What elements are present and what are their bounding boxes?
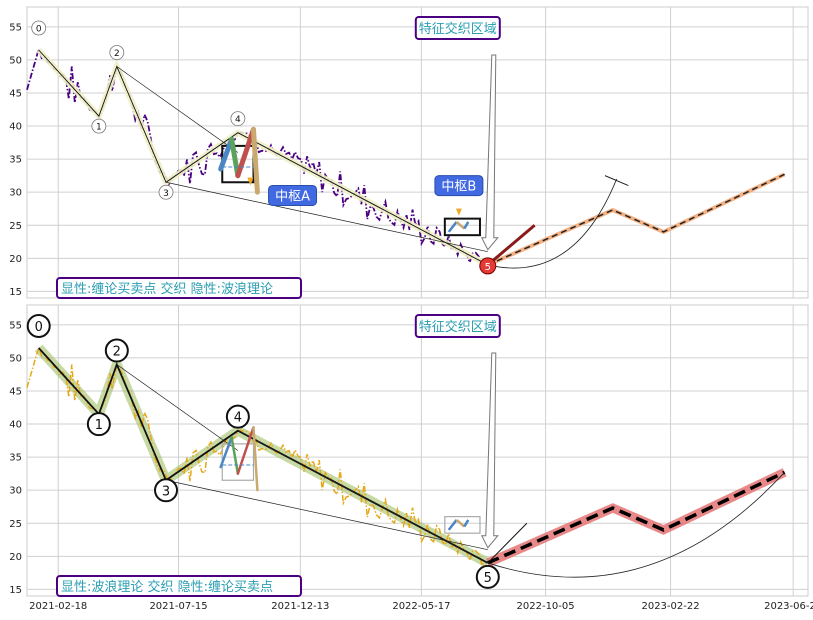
pivot-segment — [447, 221, 458, 233]
y-tick-label: 40 — [9, 420, 22, 431]
wave-point-marker — [475, 564, 500, 589]
y-tick-label: 50 — [9, 353, 22, 364]
y-tick-label: 20 — [9, 552, 22, 563]
pivot-segment — [219, 436, 233, 469]
wave-point-label: 2 — [113, 345, 121, 360]
pivot-arrow — [247, 177, 254, 186]
bounce-stroke — [486, 224, 536, 267]
price-series — [26, 344, 488, 566]
wave-point-label: 5 — [485, 262, 491, 273]
wave-point-marker — [31, 20, 47, 36]
wave-point-marker — [479, 257, 497, 275]
wave-point-label: 5 — [484, 571, 492, 586]
channel-line — [165, 479, 488, 551]
plot-area — [26, 6, 809, 299]
wave-point-label: 3 — [163, 189, 169, 199]
x-tick-label: 2022-05-17 — [392, 601, 450, 612]
y-tick-label: 30 — [9, 486, 22, 497]
pivot-segment — [455, 518, 466, 528]
pivot-label-box — [268, 184, 318, 206]
projection-line — [487, 470, 786, 565]
wave-point-marker — [104, 338, 129, 363]
y-tick-label: 35 — [9, 453, 22, 464]
projection-arc — [487, 178, 618, 269]
pivot-label-box — [434, 175, 484, 197]
pivot-segment — [463, 519, 470, 528]
legend-box — [56, 575, 302, 597]
y-tick-label: 50 — [9, 55, 22, 66]
y-tick-label: 20 — [9, 254, 22, 265]
y-tick-label: 55 — [9, 320, 22, 331]
wave-point-marker — [91, 118, 107, 134]
wave-point-marker — [109, 45, 125, 60]
legend-text: 显性:缠论买卖点 交织 隐性:波浪理论 — [61, 281, 273, 297]
pivot-segment — [236, 426, 255, 475]
wave-point-label: 3 — [162, 484, 170, 499]
annotation-box — [414, 16, 501, 40]
pivot-segment — [447, 519, 458, 531]
wave-point-label: 0 — [35, 320, 43, 335]
x-axis: 2021-02-18 2021-07-15 2021-12-13 2022-05-17… — [29, 601, 813, 612]
channel-line — [165, 181, 488, 253]
pivot-arrow — [455, 208, 462, 216]
annotation-arrow — [480, 54, 499, 251]
annotation-text: 特征交织区域 — [419, 319, 497, 335]
pivot-segment — [455, 220, 466, 230]
x-tick-label: 2022-10-05 — [517, 601, 575, 612]
projection-arc — [487, 472, 785, 578]
y-tick-label: 45 — [9, 386, 22, 397]
wave-point-marker — [86, 412, 111, 437]
projection-line — [487, 173, 785, 266]
wave-point-marker — [230, 111, 246, 127]
wave-point-label: 0 — [36, 24, 42, 34]
wave-point-label: 4 — [235, 115, 241, 125]
y-tick-label: 35 — [9, 155, 22, 166]
x-tick-label: 2023-02-22 — [641, 601, 699, 612]
y-tick-label: 40 — [9, 122, 22, 133]
wave-point-marker — [225, 404, 250, 429]
pivot-segment — [252, 426, 259, 492]
wave-point-marker — [154, 478, 179, 503]
x-tick-label: 2023-06-22 — [764, 601, 813, 612]
annotation-text: 特征交织区域 — [419, 21, 497, 37]
y-tick-label: 55 — [9, 22, 22, 33]
pivot-segment — [463, 221, 470, 230]
arc-tick — [604, 175, 629, 187]
channel-line — [116, 66, 239, 153]
channel-line — [116, 364, 239, 451]
x-tick-label: 2021-07-15 — [149, 601, 207, 612]
pivot-box-b — [444, 516, 481, 534]
y-tick-label: 25 — [9, 221, 22, 232]
pivot-box-b — [443, 217, 481, 237]
pivot-label: 中枢B — [441, 180, 476, 195]
pivot-segment — [218, 136, 235, 172]
x-tick-label: 2021-02-18 — [29, 601, 87, 612]
plot-area — [26, 304, 809, 597]
wave-point-label: 4 — [234, 411, 242, 426]
wave-point-marker — [158, 184, 174, 200]
y-tick-label: 15 — [9, 287, 22, 298]
bounce-stroke — [487, 522, 528, 564]
wave-point-label: 2 — [114, 49, 120, 59]
y-tick-label: 45 — [9, 88, 22, 99]
pivot-segment — [235, 126, 256, 179]
annotation-box — [414, 314, 501, 338]
wave-point-marker — [26, 313, 51, 338]
annotation-arrow — [480, 352, 499, 549]
pivot-segment — [230, 436, 240, 475]
x-tick-label: 2021-12-13 — [271, 601, 329, 612]
y-tick-label: 15 — [9, 585, 22, 596]
legend-box — [56, 277, 302, 299]
pivot-segment — [250, 126, 260, 195]
pivot-label: 中枢A — [275, 189, 310, 204]
y-tick-label: 25 — [9, 519, 22, 530]
y-tick-label: 30 — [9, 188, 22, 199]
pivot-segment — [229, 136, 241, 179]
wave-point-label: 1 — [96, 123, 102, 133]
wave-point-label: 1 — [95, 418, 103, 433]
legend-text: 显性:波浪理论 交织 隐性:缠论买卖点 — [61, 579, 273, 595]
